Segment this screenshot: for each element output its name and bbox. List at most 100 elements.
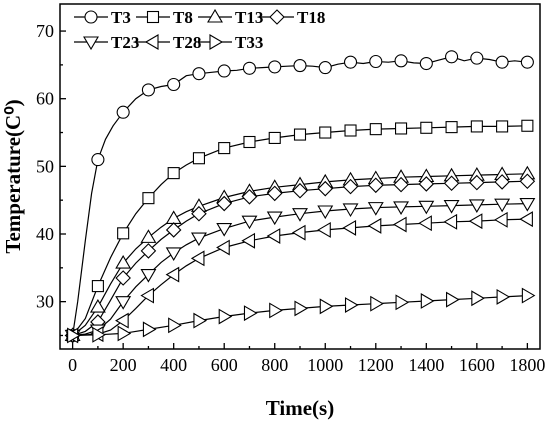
data-point — [469, 174, 485, 191]
data-point — [216, 239, 230, 256]
data-point — [141, 83, 155, 97]
data-point — [191, 205, 207, 222]
y-axis-title: Temperature(C⁰) — [1, 99, 25, 253]
series-line-t33 — [72, 295, 528, 337]
data-point — [241, 189, 258, 205]
data-point — [115, 270, 131, 286]
data-point — [519, 198, 536, 212]
data-point — [443, 175, 460, 192]
data-point — [468, 213, 483, 230]
data-point — [342, 178, 359, 195]
data-point — [418, 215, 432, 232]
data-point — [92, 326, 106, 343]
data-point — [443, 200, 460, 214]
legend-item-t13: T13 — [198, 8, 263, 27]
x-tick-label: 1200 — [358, 355, 394, 375]
legend-marker — [144, 34, 159, 50]
data-point — [192, 152, 205, 165]
data-point — [519, 173, 536, 190]
y-tick-label: 30 — [36, 292, 54, 312]
data-point — [115, 312, 129, 329]
data-point — [165, 210, 182, 224]
data-point — [291, 224, 306, 241]
data-point — [318, 61, 332, 75]
legend-marker — [207, 8, 223, 23]
data-point — [243, 305, 258, 322]
plot-area — [59, 3, 541, 350]
data-point — [471, 290, 485, 307]
data-point — [344, 124, 357, 137]
data-point — [140, 287, 154, 304]
data-point — [521, 287, 536, 304]
data-point — [317, 221, 331, 238]
data-point — [369, 54, 383, 69]
data-point — [468, 199, 485, 214]
axis-ticks: 0 200 400 600 800 1000 1200 1400 1600 1800 30 40 50 6… — [36, 21, 545, 375]
data-point — [420, 293, 435, 309]
data-point — [395, 294, 410, 311]
x-tick-label: 1000 — [307, 355, 343, 375]
legend-item-t18: T18 — [260, 8, 325, 27]
data-point — [192, 67, 206, 81]
series-layer — [64, 50, 536, 344]
data-point — [266, 228, 281, 244]
x-tick-label: 1600 — [459, 355, 495, 375]
data-point — [317, 180, 334, 197]
data-point — [317, 205, 334, 220]
data-point — [165, 266, 180, 283]
y-tick-label: 70 — [36, 21, 54, 41]
data-point — [292, 182, 308, 199]
data-point — [168, 317, 182, 334]
data-point — [268, 60, 282, 74]
x-tick-label: 600 — [211, 355, 238, 375]
data-point — [266, 185, 283, 202]
legend-marker — [269, 9, 285, 25]
data-point — [268, 131, 281, 144]
data-point — [241, 232, 256, 249]
data-point — [193, 312, 208, 329]
data-point — [521, 119, 534, 132]
series-t18 — [64, 173, 536, 344]
data-point — [293, 59, 307, 73]
data-point — [142, 192, 155, 205]
x-tick-label: 800 — [261, 355, 288, 375]
legend-marker — [83, 36, 99, 51]
data-point — [344, 297, 359, 313]
data-point — [142, 321, 157, 338]
y-tick-label: 50 — [36, 156, 54, 176]
data-point — [342, 203, 359, 218]
data-point — [319, 298, 334, 315]
data-point — [443, 213, 458, 230]
series-t33 — [67, 287, 536, 344]
data-point — [117, 227, 130, 240]
data-point — [496, 120, 509, 133]
plot-frame — [59, 3, 541, 350]
data-point — [319, 126, 332, 139]
data-point — [67, 327, 81, 344]
legend-label: T23 — [111, 33, 139, 52]
data-point — [140, 269, 157, 283]
data-point — [342, 219, 357, 236]
legend-label: T3 — [111, 8, 131, 27]
data-point — [190, 232, 207, 247]
data-point — [496, 288, 511, 305]
data-point — [293, 128, 307, 141]
data-point — [167, 77, 181, 92]
legend-label: T8 — [173, 8, 193, 27]
data-point — [292, 208, 308, 222]
data-point — [165, 222, 182, 238]
x-tick-label: 0 — [68, 355, 77, 375]
data-point — [369, 123, 382, 136]
data-point — [418, 200, 435, 215]
x-tick-label: 1400 — [408, 355, 444, 375]
legend-item-t33: T33 — [198, 33, 263, 52]
data-point — [470, 51, 484, 65]
data-point — [494, 211, 508, 228]
data-point — [116, 105, 130, 119]
data-point — [115, 254, 132, 269]
data-point — [494, 174, 510, 190]
data-point — [495, 55, 509, 69]
data-point — [367, 202, 384, 216]
data-point — [115, 296, 132, 310]
data-point — [393, 201, 410, 216]
